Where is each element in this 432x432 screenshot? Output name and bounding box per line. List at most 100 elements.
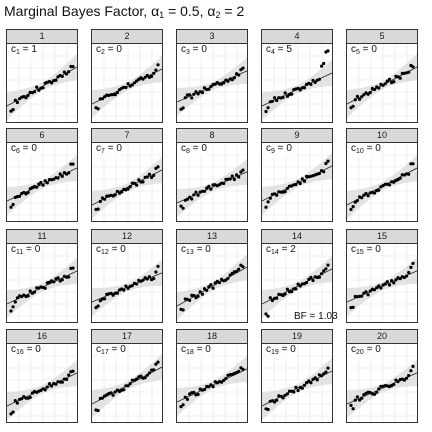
data-point: [192, 293, 196, 298]
data-point: [360, 396, 364, 400]
data-point: [237, 73, 241, 77]
data-point: [313, 80, 317, 84]
data-point: [130, 284, 134, 288]
data-point: [145, 277, 149, 281]
data-point: [266, 407, 270, 412]
data-point: [237, 267, 241, 271]
data-point: [50, 81, 54, 85]
data-point: [355, 199, 359, 203]
data-point: [275, 398, 279, 402]
data-point: [217, 280, 222, 285]
data-point: [24, 96, 28, 100]
data-point: [385, 280, 389, 284]
data-point: [154, 362, 158, 366]
facet-plot-area: c1 = 1: [6, 43, 78, 123]
data-point: [132, 181, 137, 185]
data-point: [188, 298, 192, 302]
data-point: [383, 82, 387, 86]
data-point: [45, 385, 49, 389]
facet-panel: 18 c18 = 0: [176, 329, 248, 423]
title-prefix: Marginal Bayes Factor,: [4, 3, 148, 19]
data-point: [209, 85, 213, 89]
data-point: [264, 312, 268, 316]
data-point: [285, 186, 289, 190]
data-point: [188, 93, 192, 97]
data-point: [35, 185, 39, 189]
data-point: [294, 182, 298, 187]
data-point: [43, 179, 47, 183]
data-point: [190, 197, 194, 201]
data-point: [183, 96, 187, 100]
data-point: [156, 165, 160, 169]
qq-plot: [92, 143, 162, 221]
data-point: [390, 279, 394, 283]
data-point: [15, 100, 19, 105]
facet-strip-label: 12: [91, 229, 163, 244]
data-point: [409, 369, 413, 373]
data-point: [287, 389, 292, 393]
facet-c-label: c14 = 2: [266, 244, 296, 258]
facet-c-label: c9 = 0: [266, 143, 292, 157]
facet-panel: 8 c8 = 0: [176, 128, 248, 222]
data-point: [209, 383, 213, 387]
data-point: [368, 90, 372, 95]
data-point: [351, 205, 355, 209]
data-point: [230, 174, 234, 178]
data-point: [266, 106, 270, 110]
data-point: [322, 269, 326, 273]
qq-plot: [7, 344, 77, 422]
data-point: [296, 282, 300, 286]
data-point: [211, 286, 215, 290]
facet-strip-label: 7: [91, 128, 163, 143]
facet-panel: 2 c2 = 0: [91, 29, 163, 123]
data-point: [405, 274, 409, 278]
facet-plot-area: c19 = 0: [261, 343, 333, 423]
data-point: [96, 107, 100, 111]
data-point: [281, 396, 285, 400]
data-point: [300, 386, 304, 390]
data-point: [222, 81, 226, 85]
data-point: [411, 364, 415, 368]
data-point: [156, 63, 160, 67]
data-point: [239, 170, 243, 174]
facet-c-label: c8 = 0: [181, 143, 207, 157]
data-point: [360, 294, 364, 298]
data-point: [313, 376, 317, 380]
qq-plot: [262, 143, 332, 221]
data-point: [37, 88, 41, 92]
facet-c-label: c19 = 0: [266, 344, 296, 358]
data-point: [179, 405, 183, 409]
data-point: [145, 175, 149, 179]
facet-strip-label: 2: [91, 29, 163, 44]
facet-strip-label: 19: [261, 329, 333, 344]
data-point: [154, 68, 158, 72]
data-point: [226, 79, 230, 83]
data-point: [135, 377, 139, 381]
data-point: [383, 282, 387, 286]
data-point: [207, 184, 211, 188]
data-point: [185, 197, 189, 201]
data-point: [326, 366, 330, 370]
facet-strip-label: 14: [261, 229, 333, 244]
data-point: [228, 177, 232, 181]
data-point: [207, 87, 211, 91]
data-point: [392, 281, 396, 285]
data-point: [54, 78, 58, 82]
data-point: [152, 368, 156, 372]
data-point: [113, 193, 117, 197]
data-point: [152, 71, 156, 75]
facet-panel: 13 c13 = 0: [176, 229, 248, 323]
data-point: [196, 294, 200, 298]
data-point: [222, 181, 226, 185]
data-point: [372, 87, 377, 92]
data-point: [18, 194, 22, 198]
data-point: [405, 376, 409, 380]
data-point: [324, 370, 328, 374]
data-point: [113, 291, 117, 295]
facet-c-label: c20 = 0: [351, 344, 381, 358]
data-point: [71, 369, 75, 373]
facet-strip-label: 10: [346, 128, 418, 143]
data-point: [366, 194, 370, 198]
data-point: [326, 49, 330, 53]
data-point: [181, 206, 185, 210]
